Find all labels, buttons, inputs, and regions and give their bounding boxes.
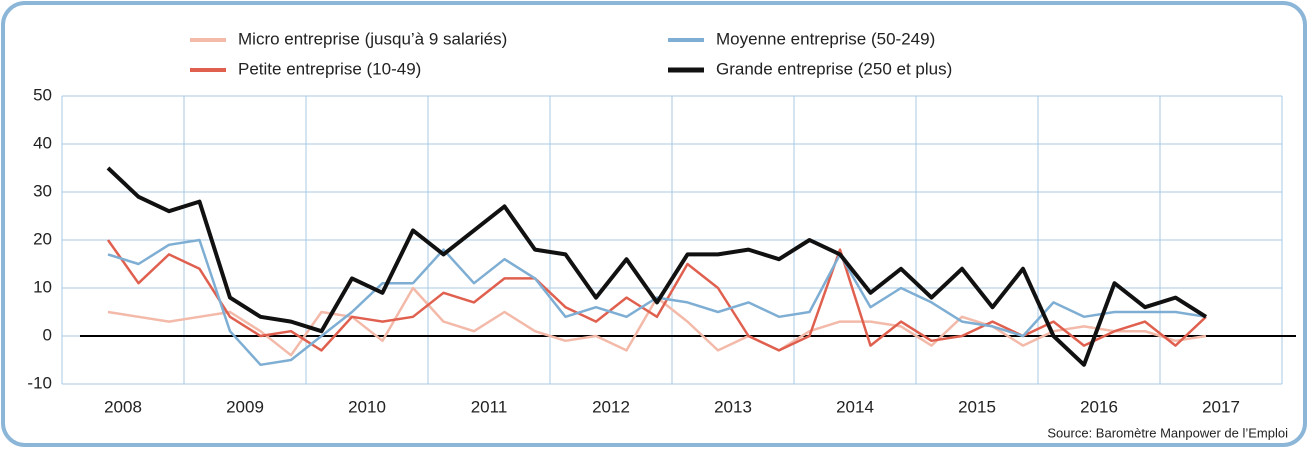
x-tick-label: 2008 bbox=[104, 397, 142, 416]
source: Source: Baromètre Manpower de l’Emploi bbox=[1047, 425, 1288, 440]
x-tick-label: 2012 bbox=[592, 397, 630, 416]
y-tick-label: 40 bbox=[33, 133, 52, 152]
x-tick-label: 2009 bbox=[226, 397, 264, 416]
legend-label: Moyenne entreprise (50-249) bbox=[716, 29, 935, 48]
x-tick-label: 2016 bbox=[1080, 397, 1118, 416]
x-tick-label: 2010 bbox=[348, 397, 386, 416]
y-tick-label: 20 bbox=[33, 229, 52, 248]
y-tick-label: 0 bbox=[43, 325, 52, 344]
y-tick-label: 10 bbox=[33, 277, 52, 296]
legend-label: Grande entreprise (250 et plus) bbox=[716, 59, 952, 78]
y-tick-label: -10 bbox=[27, 373, 52, 392]
x-tick-label: 2015 bbox=[958, 397, 996, 416]
y-tick-label: 30 bbox=[33, 181, 52, 200]
series-line bbox=[106, 166, 1208, 367]
x-tick-label: 2017 bbox=[1202, 397, 1240, 416]
y-tick-label: 50 bbox=[33, 85, 52, 104]
legend-label: Micro entreprise (jusqu’à 9 salariés) bbox=[238, 29, 507, 48]
x-tick-label: 2011 bbox=[471, 397, 508, 416]
legend-label: Petite entreprise (10-49) bbox=[238, 59, 421, 78]
x-tick-label: 2013 bbox=[714, 397, 752, 416]
x-tick-label: 2014 bbox=[836, 397, 874, 416]
series-line bbox=[107, 238, 1207, 367]
